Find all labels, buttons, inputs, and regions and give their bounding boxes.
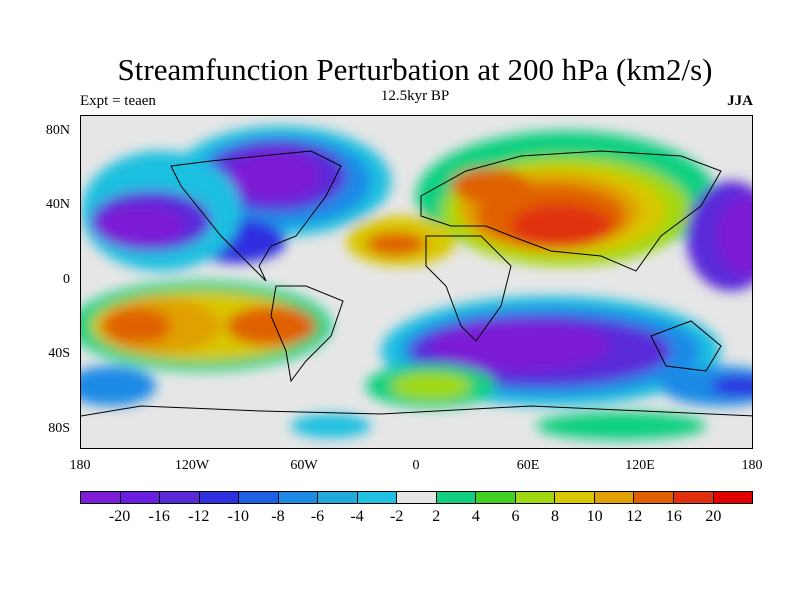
lon-label-0: 0	[412, 458, 420, 473]
lon-label-60e: 60E	[516, 458, 540, 473]
lat-label-40s: 40S	[48, 346, 70, 361]
season-label: JJA	[727, 93, 753, 109]
colorbar-swatch	[120, 492, 161, 503]
lon-label-180e: 180	[741, 458, 763, 473]
colorbar-tick-label: 4	[471, 508, 480, 525]
colorbar-tick-label: 16	[665, 508, 682, 525]
colorbar-swatch	[673, 492, 714, 503]
lon-label-120e: 120E	[625, 458, 655, 473]
period-label: 12.5kyr BP	[380, 88, 450, 104]
experiment-label: Expt = teaen	[80, 93, 156, 109]
colorbar-swatch	[515, 492, 556, 503]
colorbar-tick-label: -6	[310, 508, 325, 525]
colorbar-tick-label: 6	[511, 508, 520, 525]
colorbar-swatch	[713, 492, 753, 503]
colorbar-swatch	[476, 492, 516, 503]
lat-label-0: 0	[63, 272, 70, 287]
colorbar-tick-label: -2	[390, 508, 404, 525]
colorbar-tick-label: -8	[271, 508, 285, 525]
lat-label-40n: 40N	[45, 197, 70, 212]
colorbar-swatch	[199, 492, 240, 503]
lat-label-80s: 80S	[48, 421, 70, 436]
colorbar-tick-label: -16	[148, 508, 170, 525]
colorbar-swatch	[594, 492, 635, 503]
colorbar-swatch	[436, 492, 477, 503]
colorbar-swatch	[397, 492, 437, 503]
colorbar-tick-label: 10	[586, 508, 603, 525]
colorbar-swatch	[160, 492, 200, 503]
lon-label-60w: 60W	[290, 458, 318, 473]
colorbar-tick-label: -20	[108, 508, 131, 525]
colorbar-swatch	[357, 492, 398, 503]
colorbar-swatch	[555, 492, 595, 503]
lon-label-120w: 120W	[174, 458, 210, 473]
lon-label-180w: 180	[69, 458, 91, 473]
colorbar-swatch	[318, 492, 358, 503]
colorbar-tick-label: -4	[350, 508, 364, 525]
colorbar	[80, 491, 753, 504]
lat-label-80n: 80N	[45, 123, 70, 138]
colorbar-tick-label: -12	[188, 508, 210, 525]
colorbar-tick-label: 20	[705, 508, 722, 525]
plot-title: Streamfunction Perturbation at 200 hPa (…	[117, 52, 713, 87]
colorbar-swatch	[81, 492, 121, 503]
colorbar-swatch	[239, 492, 279, 503]
colorbar-tick-label: -10	[227, 508, 250, 525]
colorbar-swatch	[634, 492, 674, 503]
map-panel	[80, 115, 753, 449]
colorbar-tick-label: 2	[432, 508, 441, 525]
streamfunction-field	[81, 116, 752, 448]
colorbar-tick-label: 8	[551, 508, 560, 525]
colorbar-swatch	[278, 492, 319, 503]
colorbar-tick-label: 12	[626, 508, 643, 525]
